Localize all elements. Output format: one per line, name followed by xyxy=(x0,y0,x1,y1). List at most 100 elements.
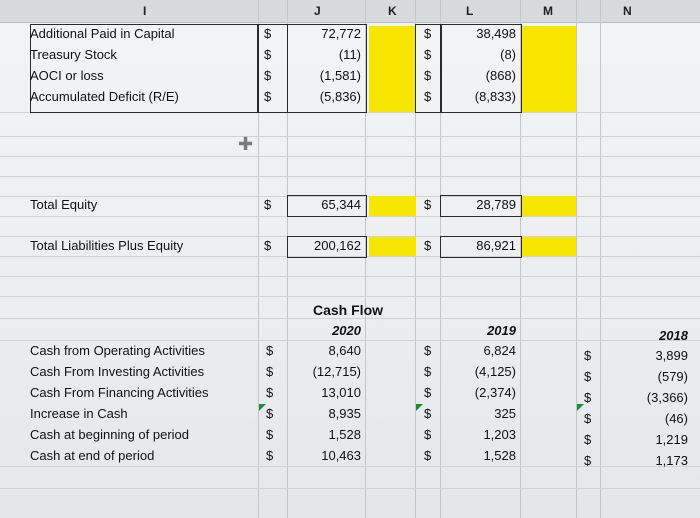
gridline-col xyxy=(520,0,521,518)
total-liab-equity-j[interactable]: 200,162 xyxy=(314,238,361,253)
cashflow-l[interactable]: 325 xyxy=(494,406,516,421)
error-indicator-icon[interactable] xyxy=(259,404,266,411)
cashflow-row-label[interactable]: Cash at end of period xyxy=(30,448,155,463)
cashflow-l[interactable]: 6,824 xyxy=(483,343,516,358)
cashflow-n[interactable]: 1,173 xyxy=(655,453,688,468)
total-liab-equity-label[interactable]: Total Liabilities Plus Equity xyxy=(30,238,184,253)
gridline-col xyxy=(287,0,288,518)
dollar-sign: $ xyxy=(584,348,592,363)
cash-flow-title[interactable]: Cash Flow xyxy=(313,302,384,318)
cashflow-row-label[interactable]: Cash at beginning of period xyxy=(30,427,190,442)
cashflow-n[interactable]: 3,899 xyxy=(655,348,688,363)
dollar-sign: $ xyxy=(424,427,432,442)
cashflow-j[interactable]: 1,528 xyxy=(328,427,361,442)
error-indicator-icon[interactable] xyxy=(416,404,423,411)
dollar-sign: $ xyxy=(584,432,592,447)
dollar-sign: $ xyxy=(424,89,432,104)
value-j[interactable]: (11) xyxy=(338,47,361,62)
gridline-row xyxy=(0,340,700,341)
dollar-sign: $ xyxy=(264,238,272,253)
cashflow-j[interactable]: 13,010 xyxy=(321,385,361,400)
cashflow-j[interactable]: (12,715) xyxy=(312,364,361,379)
total-liab-l-box xyxy=(440,236,522,258)
gridline-row xyxy=(0,136,700,137)
row-label[interactable]: Treasury Stock xyxy=(30,47,117,62)
cashflow-n[interactable]: (3,366) xyxy=(646,390,688,405)
row-label[interactable]: Additional Paid in Capital xyxy=(30,26,175,41)
row-label[interactable]: AOCI or loss xyxy=(30,68,104,83)
column-header-m[interactable]: M xyxy=(543,4,553,18)
highlight-k-total-liab[interactable] xyxy=(369,237,416,256)
cashflow-j[interactable]: 10,463 xyxy=(321,448,361,463)
gridline-col xyxy=(365,0,366,518)
year-2018[interactable]: 2018 xyxy=(659,328,688,343)
year-2020[interactable]: 2020 xyxy=(332,323,361,338)
row-label[interactable]: Accumulated Deficit (R/E) xyxy=(30,89,179,104)
dollar-sign: $ xyxy=(264,89,272,104)
gridline-row xyxy=(0,156,700,157)
column-header-l[interactable]: L xyxy=(466,4,474,18)
cashflow-l[interactable]: (2,374) xyxy=(474,385,516,400)
highlight-k-total-equity[interactable] xyxy=(369,196,416,216)
value-j[interactable]: (1,581) xyxy=(319,68,361,83)
cashflow-n[interactable]: (46) xyxy=(664,411,688,426)
gridline-row xyxy=(0,256,700,257)
dollar-sign: $ xyxy=(424,364,432,379)
gridline-row xyxy=(0,466,700,467)
dollar-sign: $ xyxy=(264,26,272,41)
value-j[interactable]: 72,772 xyxy=(321,26,361,41)
gridline-col xyxy=(576,0,577,518)
value-l[interactable]: (868) xyxy=(485,68,516,83)
value-l[interactable]: 38,498 xyxy=(476,26,516,41)
column-header-j[interactable]: J xyxy=(314,4,321,18)
total-equity-j[interactable]: 65,344 xyxy=(321,197,361,212)
highlight-m-block[interactable] xyxy=(522,26,576,112)
cashflow-n[interactable]: (579) xyxy=(657,369,688,384)
gridline-row xyxy=(0,176,700,177)
cashflow-row-label[interactable]: Cash From Financing Activities xyxy=(30,385,209,400)
gridline-col xyxy=(440,0,441,518)
dollar-sign: $ xyxy=(266,364,274,379)
highlight-m-total-liab[interactable] xyxy=(522,237,576,256)
column-header-n[interactable]: N xyxy=(623,4,632,18)
dollar-sign: $ xyxy=(584,390,592,405)
balance-j-value-block xyxy=(287,24,367,113)
balance-j-dollar-block xyxy=(258,24,288,113)
error-indicator-icon[interactable] xyxy=(577,404,584,411)
cashflow-l[interactable]: (4,125) xyxy=(474,364,516,379)
value-l[interactable]: (8,833) xyxy=(474,89,516,104)
cashflow-row-label[interactable]: Cash from Operating Activities xyxy=(30,343,205,358)
cashflow-row-label[interactable]: Increase in Cash xyxy=(30,406,128,421)
highlight-k-block[interactable] xyxy=(369,26,416,112)
total-liab-j-box xyxy=(287,236,367,258)
balance-label-block xyxy=(30,24,258,113)
dollar-sign: $ xyxy=(266,385,274,400)
cashflow-row-label[interactable]: Cash From Investing Activities xyxy=(30,364,205,379)
dollar-sign: $ xyxy=(266,427,274,442)
dollar-sign: $ xyxy=(584,411,592,426)
dollar-sign: $ xyxy=(424,406,432,421)
cashflow-l[interactable]: 1,528 xyxy=(483,448,516,463)
column-header-k[interactable]: K xyxy=(388,4,397,18)
value-j[interactable]: (5,836) xyxy=(319,89,361,104)
dollar-sign: $ xyxy=(264,197,272,212)
gridline-col xyxy=(415,0,416,518)
column-header-i[interactable]: I xyxy=(143,4,147,18)
dollar-sign: $ xyxy=(424,238,432,253)
cashflow-j[interactable]: 8,935 xyxy=(328,406,361,421)
gridline-col xyxy=(258,0,259,518)
total-liab-equity-l[interactable]: 86,921 xyxy=(476,238,516,253)
total-equity-l[interactable]: 28,789 xyxy=(476,197,516,212)
cashflow-j[interactable]: 8,640 xyxy=(328,343,361,358)
cashflow-n[interactable]: 1,219 xyxy=(655,432,688,447)
highlight-m-total-equity[interactable] xyxy=(522,196,576,216)
gridline-row xyxy=(0,276,700,277)
gridline-row xyxy=(0,318,700,319)
dollar-sign: $ xyxy=(424,197,432,212)
dollar-sign: $ xyxy=(266,406,274,421)
value-l[interactable]: (8) xyxy=(500,47,516,62)
cashflow-l[interactable]: 1,203 xyxy=(483,427,516,442)
total-equity-label[interactable]: Total Equity xyxy=(30,197,98,212)
year-2019[interactable]: 2019 xyxy=(487,323,516,338)
